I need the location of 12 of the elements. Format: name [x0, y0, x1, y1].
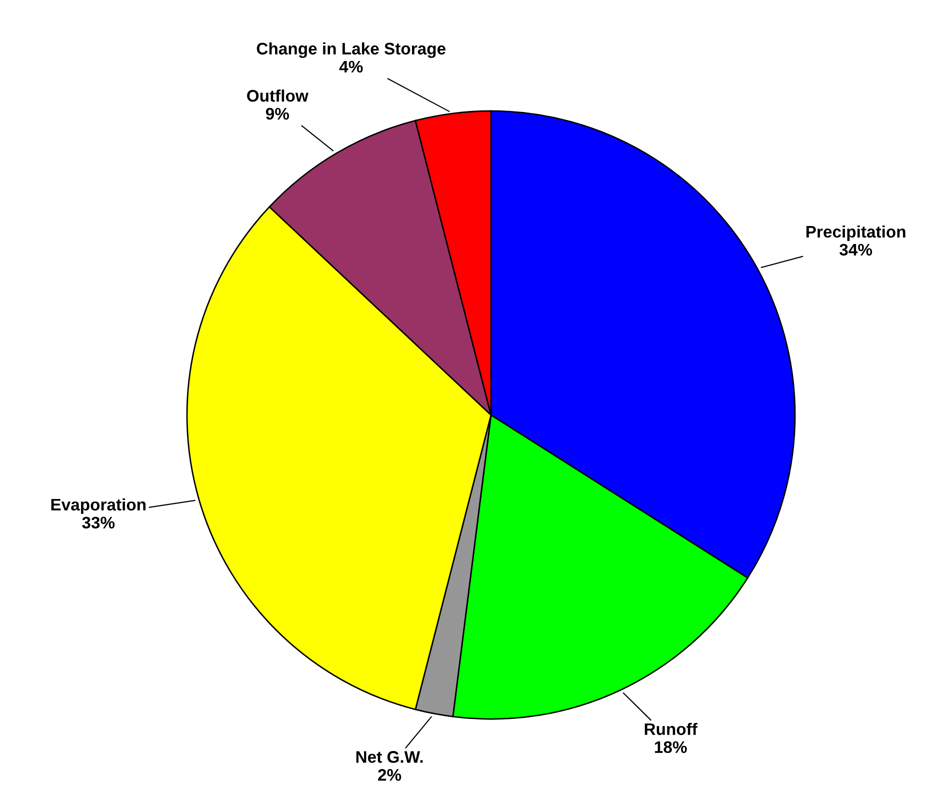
- data-label: 18%: [654, 741, 687, 754]
- slice-label: Precipitation: [806, 225, 906, 241]
- data-label: 9%: [266, 108, 289, 120]
- data-label: 2%: [378, 769, 402, 781]
- slice-label: Evaporation: [51, 498, 146, 514]
- slice-label: Net G.W.: [356, 751, 423, 763]
- data-label: 4%: [339, 60, 363, 73]
- slice-label: Runoff: [644, 722, 698, 736]
- slice-label: Change in Lake Storage: [256, 42, 446, 58]
- data-label: 34%: [840, 244, 872, 256]
- data-label: 33%: [82, 516, 115, 529]
- slice-label: Outflow: [247, 89, 308, 102]
